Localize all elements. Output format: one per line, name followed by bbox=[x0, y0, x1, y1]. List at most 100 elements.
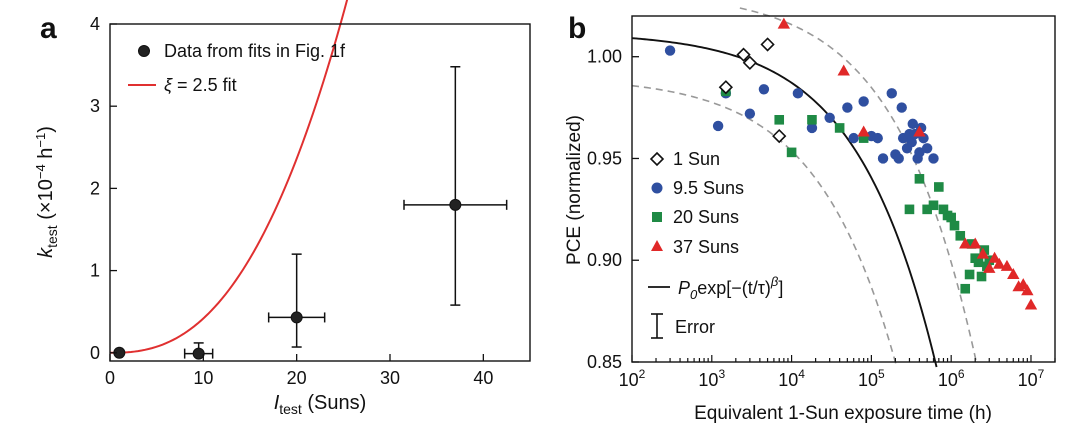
legend-data-marker bbox=[138, 45, 150, 57]
legend-fit-label: ξ = 2.5 fit bbox=[164, 75, 237, 95]
point-9-5-suns bbox=[758, 84, 770, 95]
upper-bound-curve bbox=[739, 7, 978, 365]
point-9-5-suns bbox=[872, 132, 883, 144]
fit-eq-exp: β bbox=[770, 274, 779, 289]
legend-fit-symbol: ξ bbox=[164, 75, 173, 95]
y-label-main: k bbox=[35, 247, 57, 258]
x-tick-exp: 4 bbox=[798, 367, 805, 381]
legend-data-label: Data from fits in Fig. 1f bbox=[164, 41, 346, 61]
panel-a-x-axis-label: Itest (Suns) bbox=[274, 392, 367, 417]
x-tick-exp: 3 bbox=[718, 367, 725, 381]
y-tick-label: 3 bbox=[90, 96, 100, 116]
point-9-5-suns bbox=[896, 102, 907, 113]
y-tick-label: 1 bbox=[90, 261, 100, 281]
panel-b-y-ticks: 0.85 0.90 0.95 1.00 bbox=[587, 47, 639, 372]
panel-a-y-axis-label: ktest (×10−4 h−1) bbox=[33, 126, 60, 258]
legend-fit-equation: P0exp[−(t/τ)β] bbox=[678, 274, 783, 302]
panel-a: a 0 10 20 30 40 0 1 2 3 4 Data from fits in Fig.… bbox=[33, 0, 531, 417]
point-20-suns bbox=[858, 133, 869, 143]
point-9-5-suns bbox=[792, 88, 804, 99]
x-label-rest: (Suns) bbox=[302, 392, 366, 414]
point-20-suns bbox=[955, 231, 966, 241]
point-37-suns bbox=[959, 237, 972, 249]
point-37-suns bbox=[1024, 298, 1038, 310]
point-9-5-suns bbox=[664, 45, 676, 56]
legend-20-suns-label: 20 Suns bbox=[673, 207, 739, 227]
y-tick-label: 4 bbox=[90, 14, 100, 34]
y-tick-label: 2 bbox=[90, 178, 100, 198]
legend-9-5-suns-label: 9.5 Suns bbox=[673, 178, 744, 198]
point-9-5-suns bbox=[842, 102, 853, 113]
point-20-suns bbox=[774, 115, 785, 125]
lower-bound-curve bbox=[631, 84, 898, 366]
point-37-suns bbox=[777, 17, 791, 29]
x-tick-label: 20 bbox=[287, 368, 307, 388]
y-tick-label: 0.85 bbox=[587, 352, 622, 372]
y-tick-label: 1.00 bbox=[587, 47, 622, 67]
x-tick-base: 10 bbox=[938, 370, 958, 390]
point-20-suns bbox=[960, 283, 971, 294]
point-9-5-suns bbox=[824, 112, 835, 123]
point-9-5-suns bbox=[928, 153, 939, 164]
point-9-5-suns bbox=[907, 118, 918, 130]
point-37-suns bbox=[988, 251, 1001, 263]
point-9-5-suns bbox=[744, 108, 756, 119]
x-label-main: I bbox=[274, 392, 280, 414]
legend-error-label: Error bbox=[675, 317, 715, 337]
point-20-suns bbox=[786, 147, 797, 158]
point-9-5-suns bbox=[906, 136, 917, 148]
x-tick-label: 102 bbox=[619, 367, 646, 390]
point-20-suns bbox=[938, 204, 949, 215]
panel-a-legend: Data from fits in Fig. 1f ξ = 2.5 fit bbox=[128, 41, 346, 95]
point-9-5-suns bbox=[806, 122, 818, 134]
legend-20-suns-marker bbox=[652, 212, 662, 222]
fit-eq-mid: exp[−(t/τ) bbox=[697, 278, 771, 298]
x-tick-exp: 5 bbox=[878, 367, 885, 381]
point-37-suns bbox=[1000, 259, 1014, 271]
panel-b: b 102 103 104 105 106 107 0.850.900.951.00 1 … bbox=[564, 7, 1056, 424]
x-tick-label: 103 bbox=[698, 367, 725, 390]
x-tick-label: 106 bbox=[938, 367, 965, 390]
legend-error-bar bbox=[651, 313, 663, 339]
point-37-suns bbox=[913, 125, 926, 137]
point-1-sun bbox=[718, 80, 733, 95]
point-37-suns bbox=[1021, 284, 1034, 296]
y-tick-label: 0.90 bbox=[587, 250, 622, 270]
fit-eq-sub: 0 bbox=[690, 287, 698, 302]
x-tick-base: 10 bbox=[619, 370, 639, 390]
panel-a-frame bbox=[109, 23, 531, 362]
point-20-suns bbox=[973, 257, 984, 268]
y-label-exp2: −1 bbox=[33, 133, 48, 148]
point-37-suns bbox=[976, 247, 990, 259]
point-20-suns bbox=[934, 182, 944, 192]
fit-curve bbox=[631, 37, 938, 368]
x-tick-exp: 2 bbox=[639, 367, 646, 381]
point-20-suns bbox=[976, 271, 987, 282]
point-20-suns bbox=[949, 220, 960, 231]
x-tick-label: 107 bbox=[1018, 367, 1045, 390]
point-9-5-suns bbox=[858, 96, 869, 107]
data-point bbox=[290, 311, 303, 324]
x-tick-exp: 7 bbox=[1038, 367, 1045, 381]
point-20-suns bbox=[964, 269, 975, 280]
fit-curve bbox=[109, 0, 349, 354]
panel-a-x-ticks: 0 10 20 30 40 bbox=[105, 354, 493, 388]
point-9-5-suns bbox=[914, 147, 925, 158]
panel-b-plot bbox=[631, 7, 1038, 368]
data-point bbox=[449, 198, 462, 211]
point-20-suns bbox=[922, 204, 932, 215]
point-37-suns bbox=[837, 64, 850, 76]
panel-b-y-axis-label: PCE (normalized) bbox=[564, 115, 585, 265]
point-9-5-suns bbox=[848, 132, 859, 144]
point-9-5-suns bbox=[921, 143, 933, 154]
y-tick-label: 0.95 bbox=[587, 148, 622, 168]
point-37-suns bbox=[1007, 267, 1020, 279]
panel-a-label: a bbox=[40, 12, 57, 45]
panel-b-frame bbox=[631, 15, 1056, 363]
data-point bbox=[192, 347, 205, 360]
x-tick-base: 10 bbox=[698, 370, 718, 390]
panel-b-x-ticks: 102 103 104 105 106 107 bbox=[619, 355, 1056, 390]
x-tick-label: 104 bbox=[778, 367, 805, 390]
point-37-suns bbox=[993, 257, 1006, 269]
